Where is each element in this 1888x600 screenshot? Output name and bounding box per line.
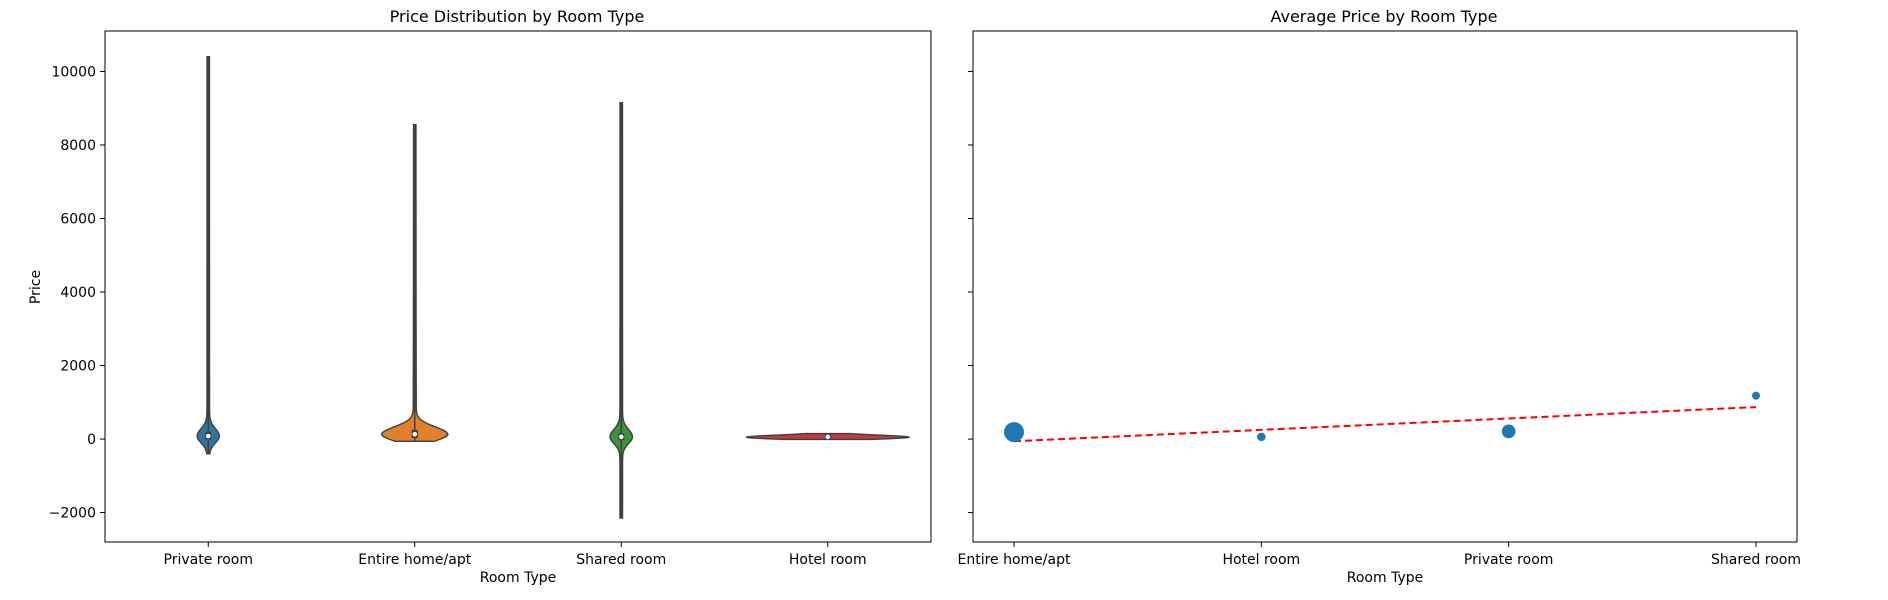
violin-xtick-label: Shared room [576, 552, 666, 568]
violin-median [618, 434, 624, 440]
scatter-point [1501, 424, 1516, 439]
scatter-point [1257, 432, 1266, 442]
scatter-point [1004, 422, 1024, 443]
scatter-xtick-label: Hotel room [1222, 552, 1300, 568]
violin-ytick-label: 4000 [60, 285, 96, 301]
violin-axes-frame [104, 30, 932, 543]
violin-median [825, 434, 831, 440]
violin-plot-area: −2000 0 2000 4000 6000 8000 10000 Private room E… [49, 56, 910, 568]
violin-ytick-label: 10000 [51, 64, 96, 80]
violin-xtick-label: Entire home/apt [358, 552, 471, 568]
violin-title: Price Distribution by Room Type [390, 7, 645, 26]
scatter-axes-frame [972, 30, 1798, 543]
violin-xtick-label: Hotel room [789, 552, 867, 568]
scatter-xtick-label: Entire home/apt [958, 552, 1071, 568]
scatter-xtick-label: Private room [1464, 552, 1553, 568]
violin-median [412, 431, 418, 437]
violin-median [205, 433, 211, 439]
scatter-xlabel: Room Type [1347, 570, 1423, 586]
scatter-point [1751, 391, 1761, 400]
violin-ytick-label: 2000 [60, 359, 96, 375]
violin-xlabel: Room Type [480, 570, 556, 586]
violin-ytick-label: 8000 [60, 138, 96, 154]
violin-ylabel: Price [28, 270, 44, 304]
scatter-title: Average Price by Room Type [1270, 7, 1497, 26]
scatter-trend-line [1013, 406, 1757, 443]
violin-xtick-label: Private room [164, 552, 253, 568]
scatter-plot-area: Entire home/apt Hotel room Private room Sha… [958, 70, 1801, 568]
violin-ytick-label: 0 [87, 432, 96, 448]
scatter-panel: Average Price by Room Type Entire home/a… [958, 7, 1801, 586]
violin-panel: Price Distribution by Room Type −2000 0 20… [28, 7, 932, 586]
scatter-xtick-label: Shared room [1711, 552, 1801, 568]
violin-ytick-label: −2000 [49, 506, 96, 522]
violin-ytick-label: 6000 [60, 211, 96, 227]
